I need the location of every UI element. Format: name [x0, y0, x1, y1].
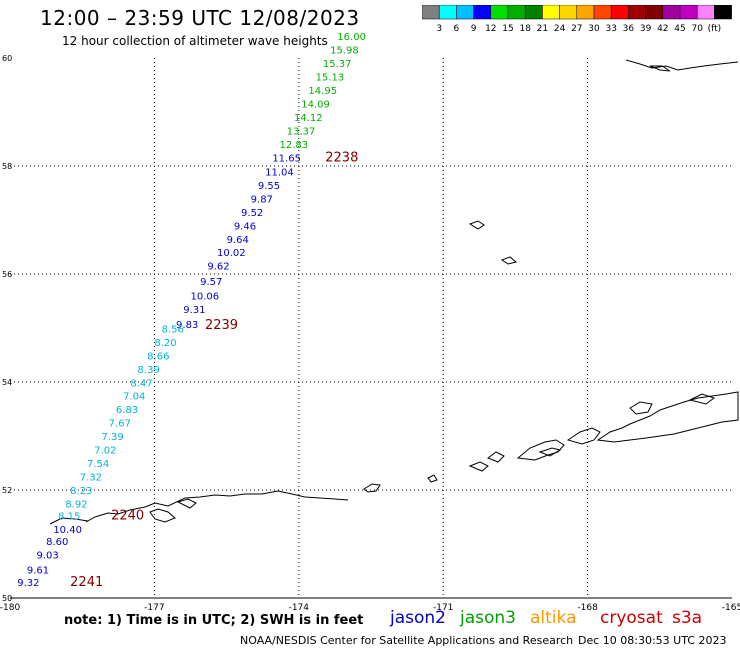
time-label: 2239 — [205, 318, 238, 333]
swh-value: 8.47 — [130, 378, 152, 389]
swh-value: 9.62 — [207, 262, 229, 273]
swh-value: 15.37 — [323, 59, 352, 70]
colorbar-label: (ft) — [708, 24, 722, 34]
swh-value: 14.95 — [308, 86, 337, 97]
colorbar-label: 18 — [519, 24, 531, 34]
swh-value: 8.66 — [147, 351, 169, 362]
x-tick-label: -180 — [0, 603, 20, 613]
swh-value: 9.55 — [258, 181, 280, 192]
swh-value: 8.15 — [58, 512, 80, 523]
swh-value: 9.87 — [251, 195, 273, 206]
swh-value: 8.20 — [154, 338, 176, 349]
swh-value: 9.31 — [183, 305, 205, 316]
y-tick-label: 50 — [2, 594, 12, 603]
y-tick-label: 58 — [2, 162, 12, 171]
x-tick-label: -168 — [577, 603, 598, 613]
swh-value: 6.83 — [116, 405, 138, 416]
colorbar-label: 39 — [640, 24, 652, 34]
colorbar-label: 36 — [623, 24, 635, 34]
swh-value: 14.12 — [294, 113, 323, 124]
colorbar-label: 24 — [554, 24, 566, 34]
swh-value: 16.00 — [337, 32, 366, 43]
y-tick-label: 60 — [2, 54, 12, 63]
swh-value: 8.60 — [46, 537, 68, 548]
colorbar-label: 33 — [605, 24, 616, 34]
swh-value: 11.65 — [272, 154, 301, 165]
swh-value: 9.32 — [17, 578, 39, 589]
time-labels: 2241 2240 2239 2238 — [70, 151, 358, 590]
swh-value: 7.39 — [101, 432, 123, 443]
chart-title: 12:00 – 23:59 UTC 12/08/2023 — [40, 6, 360, 30]
x-tick-label: -165 — [722, 603, 740, 613]
colorbar-swatch — [714, 5, 732, 20]
swh-value: 9.52 — [241, 208, 263, 219]
swh-value: 15.13 — [316, 73, 345, 84]
swh-value: 12.83 — [280, 140, 309, 151]
credit-line: NOAA/NESDIS Center for Satellite Applica… — [240, 634, 574, 647]
x-tick-label: -171 — [433, 603, 453, 613]
legend-jason3: jason3 — [460, 608, 516, 628]
y-tick-label: 54 — [2, 378, 12, 387]
colorbar-label: 3 — [436, 24, 442, 34]
swh-value: 10.40 — [53, 525, 82, 536]
swh-value: 10.02 — [217, 248, 246, 259]
time-label: 2240 — [111, 509, 144, 524]
colorbar-label: 70 — [691, 24, 703, 34]
time-label: 2238 — [325, 151, 358, 166]
aleutian-islands — [85, 490, 349, 523]
colorbar-label: 30 — [588, 24, 600, 34]
swh-value: 7.67 — [109, 418, 131, 429]
swh-value: 7.02 — [94, 445, 116, 456]
axes: -180 -177 -174 -171 -168 -165 50 52 54 56 58 60 — [0, 54, 740, 613]
swh-value: 9.83 — [176, 320, 198, 331]
colorbar-label: 9 — [471, 24, 477, 34]
footer-note: note: 1) Time is in UTC; 2) SWH is in fe… — [64, 613, 364, 628]
swh-value: 13.37 — [287, 127, 316, 138]
swh-value: 7.54 — [87, 459, 109, 470]
x-tick-label: -174 — [289, 603, 310, 613]
colorbar-label: 15 — [502, 24, 513, 34]
legend-cryosat: cryosat — [600, 608, 663, 628]
time-label: 2241 — [70, 575, 103, 590]
swh-value: 10.06 — [191, 291, 220, 302]
color-scale-bar: 3 6 9 12 15 18 21 24 27 30 33 36 39 42 45 70 (ft) — [422, 5, 732, 34]
y-tick-label: 52 — [2, 486, 12, 495]
legend-altika: altika — [530, 608, 577, 628]
colorbar-label: 27 — [571, 24, 582, 34]
swh-value: 9.64 — [227, 235, 249, 246]
colorbar-label: 21 — [537, 24, 548, 34]
legend-s3a: s3a — [672, 608, 703, 628]
timestamp-line: Dec 10 08:30:53 UTC 2023 — [578, 634, 727, 647]
grid-lines — [10, 58, 732, 598]
swh-value: 9.46 — [234, 222, 256, 233]
chart-subtitle: 12 hour collection of altimeter wave hei… — [62, 34, 328, 48]
coastline — [49, 59, 739, 525]
swh-value: 9.03 — [36, 551, 58, 562]
swh-value: 15.98 — [330, 46, 359, 57]
swh-value: 14.09 — [301, 100, 330, 111]
swh-value: 8.39 — [138, 365, 160, 376]
swh-value: 9.61 — [27, 566, 49, 577]
swh-value: 8.23 — [70, 486, 92, 497]
swh-value: 9.57 — [200, 277, 222, 288]
swh-value: 11.04 — [265, 168, 294, 179]
colorbar-label: 6 — [454, 24, 460, 34]
x-tick-label: -177 — [144, 603, 164, 613]
y-tick-label: 56 — [2, 270, 12, 279]
swh-value: 7.04 — [123, 391, 145, 402]
legend-jason2: jason2 — [390, 608, 446, 628]
swh-value: 8.56 — [162, 324, 184, 335]
swh-value: 8.92 — [65, 499, 87, 510]
swh-value: 7.32 — [80, 472, 102, 483]
colorbar-label: 45 — [674, 24, 685, 34]
colorbar-label: 42 — [657, 24, 668, 34]
colorbar-label: 12 — [485, 24, 496, 34]
